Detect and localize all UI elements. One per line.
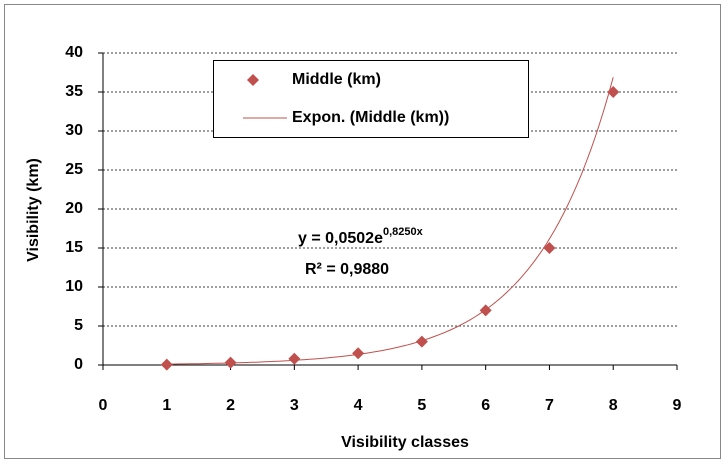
r-squared: R² = 0,9880 <box>305 261 389 278</box>
y-tick-label: 40 <box>65 44 83 61</box>
y-tick-label: 30 <box>65 122 83 139</box>
point <box>607 86 620 98</box>
y-tick-label: 5 <box>74 317 83 334</box>
y-tick-label: 20 <box>65 200 83 217</box>
legend-label: Middle (km) <box>292 71 381 88</box>
point <box>415 335 428 348</box>
y-tick-label: 35 <box>65 83 83 100</box>
legend-marker <box>247 74 259 86</box>
x-tick-label: 3 <box>290 397 299 414</box>
point <box>352 347 365 360</box>
x-tick-label: 7 <box>545 397 554 414</box>
x-tick-label: 6 <box>481 397 490 414</box>
equation-exponent: 0,8250x <box>383 226 424 238</box>
legend-box <box>213 60 529 138</box>
x-tick-label: 8 <box>609 397 618 414</box>
y-tick-label: 0 <box>74 356 83 373</box>
x-tick-label: 0 <box>99 397 108 414</box>
equation-base: y = 0,0502e <box>298 230 383 247</box>
y-tick-label: 15 <box>65 239 83 256</box>
point <box>479 304 492 317</box>
point <box>288 352 301 365</box>
legend-label: Expon. (Middle (km)) <box>292 109 449 126</box>
legend: Middle (km) Expon. (Middle (km)) <box>213 60 529 138</box>
x-tick-label: 1 <box>162 397 171 414</box>
x-axis-label: Visibility classes <box>341 434 469 451</box>
point <box>160 358 173 371</box>
trend-equation: y = 0,0502e0,8250x <box>298 226 424 247</box>
y-tick-label: 25 <box>65 161 83 178</box>
x-tick-label: 5 <box>417 397 426 414</box>
y-tick-label: 10 <box>65 278 83 295</box>
y-axis-label: Visibility (km) <box>25 158 42 262</box>
x-tick-label: 4 <box>354 397 363 414</box>
x-tick-label: 2 <box>226 397 235 414</box>
point <box>224 356 237 369</box>
x-tick-label: 9 <box>673 397 682 414</box>
trendline <box>166 77 614 365</box>
point <box>543 242 556 254</box>
